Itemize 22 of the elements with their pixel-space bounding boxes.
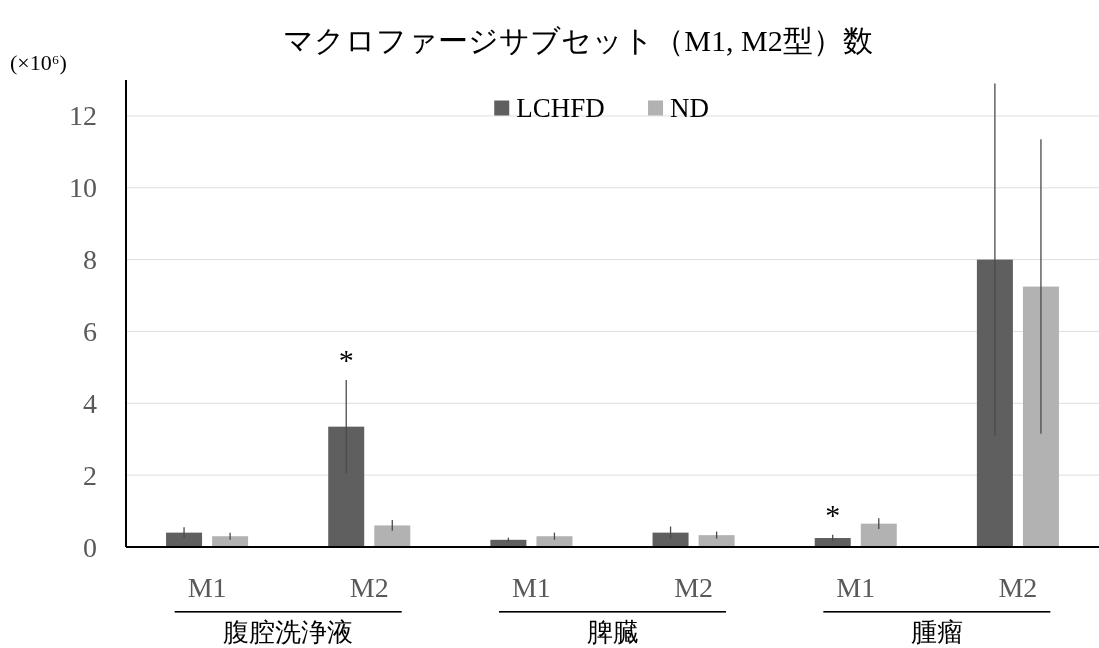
y-tick-label: 6 xyxy=(83,315,97,347)
y-tick-label: 4 xyxy=(83,387,97,419)
text: 腹腔洗浄液 xyxy=(223,617,354,647)
data-label: * xyxy=(825,497,841,531)
y-tick-label: 2 xyxy=(83,459,97,491)
x-tick-label: M2 xyxy=(998,571,1038,603)
x-tick-label: M2 xyxy=(349,571,389,603)
legend-label: LCHFD xyxy=(516,93,605,123)
text: 腫瘤 xyxy=(910,617,963,647)
x-tick-label: M1 xyxy=(836,571,876,603)
data-label: * xyxy=(338,342,354,376)
text: 脾臓 xyxy=(586,617,639,647)
y-tick-label: 0 xyxy=(83,531,97,563)
x-tick-label: M1 xyxy=(511,571,551,603)
chart-title: マクロファージサブセット（M1, M2型）数 xyxy=(283,23,873,57)
y-tick-label: 12 xyxy=(69,100,97,132)
y-tick-label: 10 xyxy=(69,172,97,204)
x-tick-label: M1 xyxy=(187,571,227,603)
y-tick-label: 8 xyxy=(83,244,97,276)
legend-label: ND xyxy=(670,93,710,123)
y-axis-title: (×10⁶) xyxy=(10,49,67,75)
x-tick-label: M2 xyxy=(674,571,714,603)
